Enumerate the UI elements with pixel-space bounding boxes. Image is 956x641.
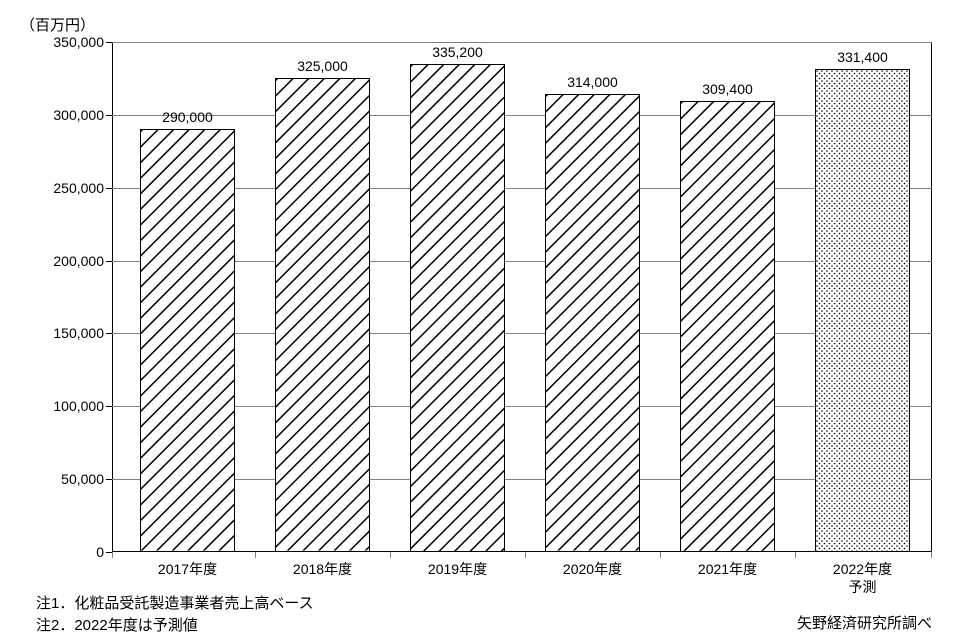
gridline xyxy=(112,333,932,334)
x-tick-mark xyxy=(795,552,796,558)
bar xyxy=(275,78,370,552)
gridline xyxy=(112,406,932,407)
y-tick-mark xyxy=(106,333,112,334)
x-tick-mark xyxy=(112,552,113,558)
y-tick-mark xyxy=(106,42,112,43)
footnote-1: 注1．化粧品受託製造事業者売上高ベース xyxy=(36,592,314,613)
x-tick-mark xyxy=(660,552,661,558)
bar xyxy=(545,94,640,552)
y-tick-mark xyxy=(106,261,112,262)
x-tick-mark xyxy=(525,552,526,558)
gridline xyxy=(112,261,932,262)
x-tick-mark xyxy=(931,552,932,558)
bar xyxy=(815,69,910,552)
chart-container: （百万円） 0 50,000 100,000 150,000 200,000 250,00… xyxy=(0,0,956,641)
x-tick-label: 2022年度 予測 xyxy=(813,560,913,596)
source-label: 矢野経済研究所調べ xyxy=(797,612,932,633)
bar-value-label: 335,200 xyxy=(400,44,515,60)
y-tick-label: 150,000 xyxy=(34,325,104,341)
y-tick-mark xyxy=(106,188,112,189)
x-tick-label: 2021年度 xyxy=(678,560,778,578)
x-tick-label: 2017年度 xyxy=(138,560,238,578)
y-tick-label: 100,000 xyxy=(34,398,104,414)
y-tick-label: 300,000 xyxy=(34,107,104,123)
gridline xyxy=(112,42,932,43)
bar-value-label: 290,000 xyxy=(130,109,245,125)
x-tick-label: 2018年度 xyxy=(273,560,373,578)
x-tick-label: 2020年度 xyxy=(543,560,643,578)
bar-value-label: 325,000 xyxy=(265,58,380,74)
bar xyxy=(680,101,775,552)
footnote-2: 注2．2022年度は予測値 xyxy=(36,614,198,635)
y-tick-mark xyxy=(106,406,112,407)
y-tick-mark xyxy=(106,115,112,116)
gridline xyxy=(112,188,932,189)
y-axis-title: （百万円） xyxy=(20,14,95,35)
bar xyxy=(410,64,505,552)
bar-value-label: 331,400 xyxy=(805,49,920,65)
bar xyxy=(140,129,235,552)
y-tick-label: 50,000 xyxy=(34,471,104,487)
x-tick-mark xyxy=(390,552,391,558)
y-tick-mark xyxy=(106,479,112,480)
x-tick-label: 2019年度 xyxy=(408,560,508,578)
y-tick-label: 350,000 xyxy=(34,34,104,50)
y-tick-label: 250,000 xyxy=(34,180,104,196)
gridline xyxy=(112,479,932,480)
x-tick-mark xyxy=(255,552,256,558)
bar-value-label: 309,400 xyxy=(670,81,785,97)
y-tick-label: 200,000 xyxy=(34,253,104,269)
bar-value-label: 314,000 xyxy=(535,74,650,90)
y-tick-label: 0 xyxy=(34,544,104,560)
